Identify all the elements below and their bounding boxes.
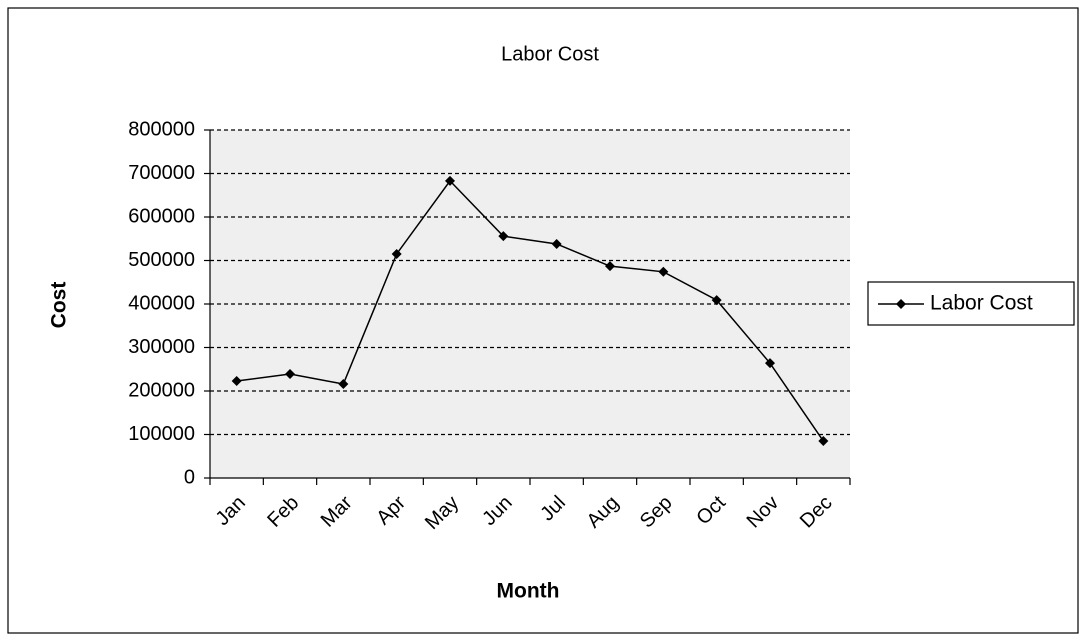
y-axis-label: Cost	[48, 282, 71, 329]
point-marker	[605, 261, 615, 272]
y-tick-label: 600000	[128, 205, 195, 227]
point-marker	[711, 295, 722, 306]
y-tick-label: 700000	[128, 162, 195, 184]
y-tick-label: 300000	[128, 336, 195, 358]
y-tick-label: 400000	[128, 292, 195, 314]
y-tick-label: 0	[184, 466, 195, 488]
point-marker	[765, 358, 775, 369]
point-marker	[551, 238, 562, 249]
plot-area	[210, 130, 850, 478]
legend-marker	[896, 299, 906, 309]
point-marker	[231, 375, 242, 386]
point-marker	[445, 175, 455, 186]
x-axis-label: Month	[497, 580, 560, 603]
y-tick-label: 500000	[128, 249, 195, 271]
legend-label: Labor Cost	[930, 292, 1033, 315]
point-marker	[818, 436, 829, 447]
y-tick-label: 200000	[128, 379, 195, 401]
series-line	[236, 179, 824, 442]
point-marker	[285, 369, 295, 380]
y-tick-label: 800000	[128, 118, 195, 140]
point-marker	[391, 248, 402, 259]
point-marker	[498, 231, 509, 242]
y-tick-label: 100000	[128, 423, 195, 445]
chart-title: Labor Cost	[501, 43, 599, 65]
point-marker	[338, 379, 349, 390]
point-marker	[658, 266, 669, 277]
